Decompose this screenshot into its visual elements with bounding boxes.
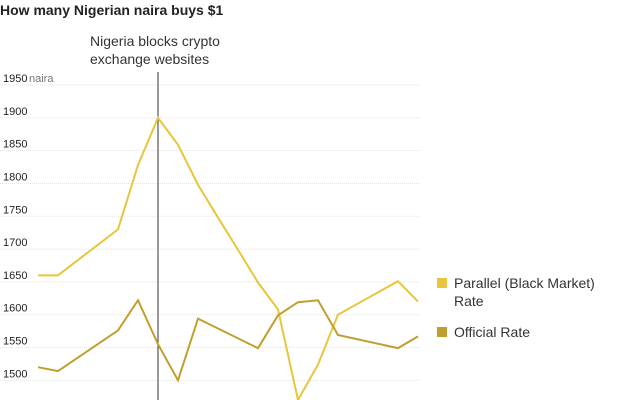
y-tick-label: 1900 xyxy=(3,106,27,118)
y-tick-label: 1700 xyxy=(3,237,27,249)
y-tick-label: 1950 xyxy=(3,73,27,85)
y-tick-label: 1750 xyxy=(3,204,27,216)
legend-swatch xyxy=(437,327,447,337)
chart-title: How many Nigerian naira buys $1 xyxy=(0,2,224,18)
y-tick-label: 1550 xyxy=(3,336,27,348)
line-series xyxy=(37,298,419,383)
annotation-text: Nigeria blocks crypto xyxy=(90,33,220,49)
y-tick-label: 1500 xyxy=(3,368,27,380)
line-series xyxy=(38,115,419,400)
annotation-text: exchange websites xyxy=(90,51,209,67)
y-unit: naira xyxy=(29,73,54,85)
y-tick-label: 1800 xyxy=(3,171,27,183)
legend-label: Rate xyxy=(454,293,484,309)
legend-label: Parallel (Black Market) xyxy=(454,275,595,291)
y-tick-label: 1600 xyxy=(3,303,27,315)
legend-swatch xyxy=(437,278,447,288)
y-tick-label: 1850 xyxy=(3,139,27,151)
legend-label: Official Rate xyxy=(454,324,530,340)
y-tick-label: 1650 xyxy=(3,270,27,282)
